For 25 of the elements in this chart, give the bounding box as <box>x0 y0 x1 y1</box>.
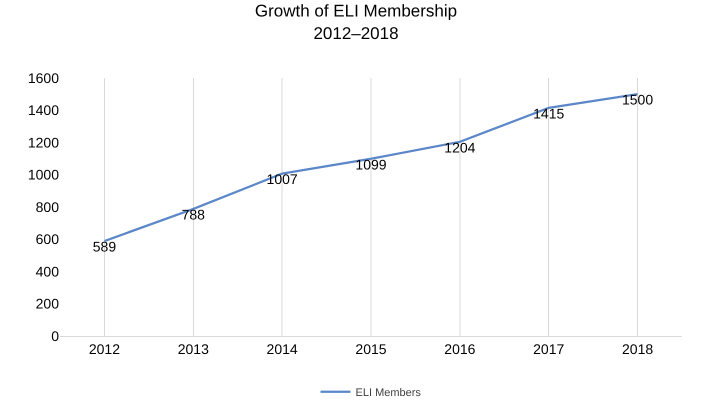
data-label: 1500 <box>622 92 654 108</box>
y-tick-label: 1600 <box>28 70 60 86</box>
x-tick-label: 2014 <box>266 340 298 357</box>
data-label: 788 <box>182 206 206 222</box>
y-tick-label: 1000 <box>28 166 60 183</box>
chart-title: Growth of ELI Membership 2012–2018 <box>254 2 458 43</box>
data-label: 1007 <box>266 171 298 188</box>
y-tick-label: 0 <box>51 328 60 344</box>
data-label: 1415 <box>533 105 564 122</box>
y-tick-label: 800 <box>36 198 60 215</box>
x-tick-label: 2018 <box>622 340 654 357</box>
data-label: 1204 <box>444 139 476 156</box>
x-tick-label: 2016 <box>444 340 476 357</box>
y-tick-label: 200 <box>36 296 60 312</box>
legend-label: ELI Members <box>356 387 422 400</box>
y-tick-label: 1400 <box>28 102 60 118</box>
y-tick-label: 600 <box>36 231 60 248</box>
x-tick-label: 2013 <box>178 340 210 357</box>
x-tick-label: 2012 <box>88 340 120 357</box>
y-tick-label: 400 <box>36 263 60 280</box>
x-tick-label: 2015 <box>355 340 387 357</box>
y-tick-label: 1200 <box>28 134 60 150</box>
data-label: 1099 <box>355 156 387 172</box>
data-label: 589 <box>92 238 116 255</box>
x-tick-label: 2017 <box>533 340 564 357</box>
